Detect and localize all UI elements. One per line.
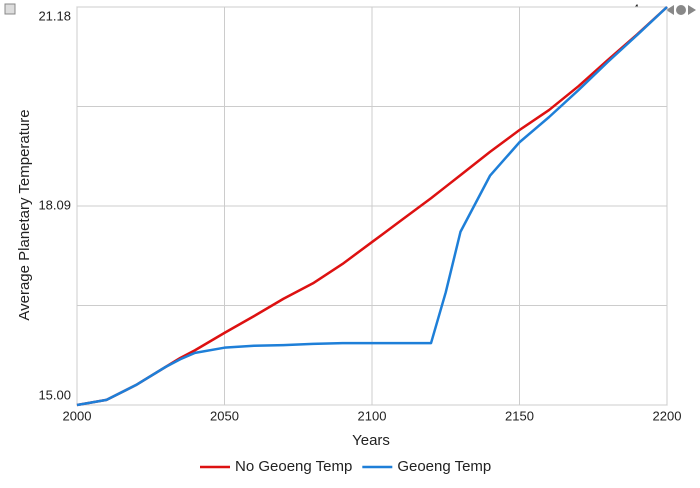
series-line [76,6,668,407]
legend-label: No Geoeng Temp [235,458,352,475]
y-tick-label: 18.09 [38,197,71,212]
x-tick-label: 2200 [653,408,682,423]
prev-page[interactable] [666,5,674,15]
next-page[interactable] [688,5,696,15]
x-tick-label: 2150 [505,408,534,423]
x-tick-label: 2100 [358,408,387,423]
x-tick-label: 2000 [63,408,92,423]
page-dot[interactable] [676,5,686,15]
y-tick-label: 21.18 [38,8,71,23]
y-tick-label: 15.00 [38,387,71,402]
legend-label: Geoeng Temp [397,458,491,475]
y-axis-label: Average Planetary Temperature [16,109,33,320]
x-axis-label: Years [352,432,390,449]
menu-icon[interactable] [4,3,16,15]
x-tick-label: 2050 [210,408,239,423]
